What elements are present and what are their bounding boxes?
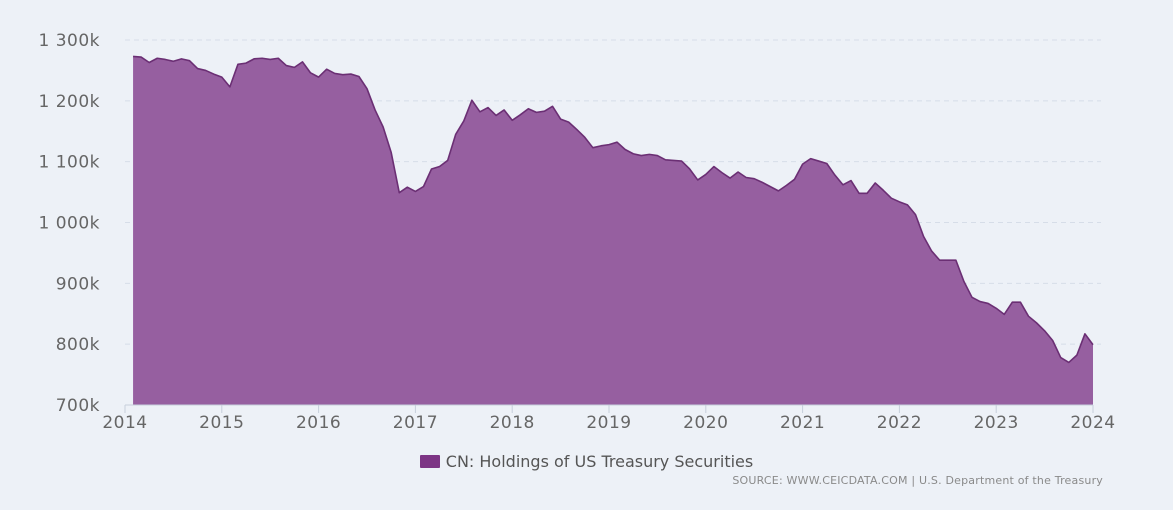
x-tick-label: 2024: [1070, 413, 1115, 433]
x-tick-label: 2018: [490, 413, 535, 433]
x-tick-label: 2020: [683, 413, 728, 433]
y-tick-label: 800k: [56, 335, 100, 355]
x-tick-label: 2014: [102, 413, 147, 433]
legend-label: CN: Holdings of US Treasury Securities: [445, 452, 754, 471]
x-tick-label: 2015: [199, 413, 244, 433]
legend-swatch: [419, 455, 440, 468]
legend[interactable]: CN: Holdings of US Treasury Securities: [0, 452, 1173, 471]
y-tick-label: 700k: [56, 396, 100, 416]
y-tick-label: 1 100k: [38, 153, 100, 173]
series-area: [133, 56, 1093, 406]
y-tick-label: 1 200k: [38, 92, 100, 112]
x-tick-label: 2022: [877, 413, 922, 433]
y-tick-label: 1 300k: [38, 31, 100, 51]
source-note: SOURCE: WWW.CEICDATA.COM | U.S. Departme…: [732, 474, 1103, 487]
x-tick-label: 2023: [974, 413, 1019, 433]
series-layer: [133, 55, 1094, 406]
series-line: [133, 55, 1094, 364]
y-tick-label: 900k: [56, 274, 100, 294]
x-tick-label: 2019: [586, 413, 631, 433]
x-tick-label: 2016: [296, 413, 341, 433]
y-tick-label: 1 000k: [38, 214, 100, 234]
x-tick-label: 2017: [393, 413, 438, 433]
x-axis: 2014 2015 2016 2017 2018 2019 2020 2021 2022 2023…: [102, 404, 1115, 433]
x-tick-label: 2021: [780, 413, 825, 433]
y-axis-ticks: 1 300k 1 200k 1 100k 1 000k 900k 800k 700k: [38, 31, 100, 416]
